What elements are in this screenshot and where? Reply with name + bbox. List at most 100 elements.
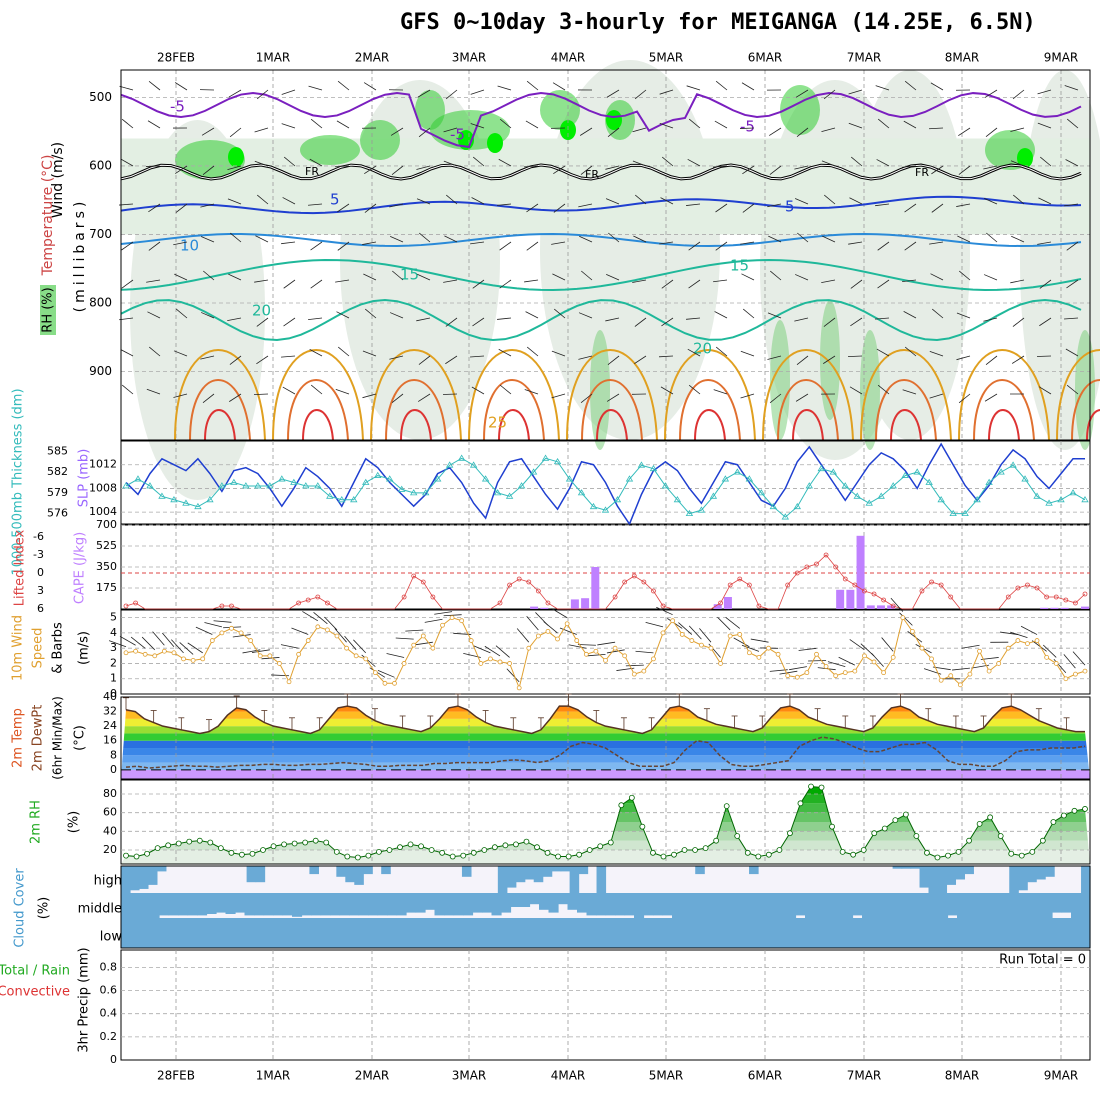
li-point xyxy=(890,603,896,609)
wind-point xyxy=(689,638,695,643)
wind-barb xyxy=(822,235,836,243)
date-label-top: 2MAR xyxy=(355,51,390,65)
wind-barb xyxy=(1066,384,1079,395)
wind-barb xyxy=(553,203,566,213)
li-point xyxy=(833,564,839,570)
temp-band xyxy=(121,755,1090,763)
rh-point xyxy=(523,838,530,845)
wind-barb xyxy=(1037,241,1052,245)
rh-point xyxy=(744,849,751,856)
contour-35 xyxy=(596,409,628,441)
rh-point xyxy=(386,847,393,853)
rh-point xyxy=(270,843,277,850)
thickness-tick: 579 xyxy=(47,486,68,499)
rh-point xyxy=(818,784,825,791)
wind-barb xyxy=(875,85,890,91)
wind-barb xyxy=(659,89,674,95)
wind-barb xyxy=(568,644,587,649)
wind-barb xyxy=(108,640,127,648)
li-point xyxy=(852,582,858,588)
wind-barb xyxy=(875,203,890,207)
cloud-bar-middle xyxy=(130,893,141,921)
wind-barb xyxy=(424,618,443,623)
wind-point xyxy=(277,661,282,666)
thickness-point xyxy=(481,475,490,482)
wind-barb xyxy=(310,279,323,289)
li-point xyxy=(641,579,647,585)
wind-barb xyxy=(200,236,215,243)
wind-point xyxy=(142,651,148,657)
wind-point xyxy=(814,651,819,657)
cloud-bar-middle xyxy=(377,893,388,916)
wind-barb xyxy=(148,346,161,357)
wind-barb xyxy=(1010,631,1028,638)
pressure-tick: 800 xyxy=(89,295,112,309)
rh-point xyxy=(955,848,962,855)
thickness-point xyxy=(913,468,921,475)
wind-barb xyxy=(418,355,431,365)
wind-barb xyxy=(484,645,501,657)
wind-barb xyxy=(405,629,424,632)
wind-barb xyxy=(1066,241,1079,251)
cloud-bar-middle xyxy=(140,893,151,921)
wind-barb xyxy=(877,279,890,289)
contour-25 xyxy=(762,349,854,441)
temp-tick: 24 xyxy=(103,719,117,732)
wind-barb xyxy=(961,644,980,649)
wind-barb xyxy=(551,241,566,245)
wind-point xyxy=(248,638,254,643)
cloud-bar-middle xyxy=(282,893,293,916)
wind-barb xyxy=(632,279,647,283)
thickness-point xyxy=(781,513,790,520)
rh-point xyxy=(892,817,899,824)
thickness-point xyxy=(493,489,502,496)
wind-barb xyxy=(985,127,998,137)
wind-barb xyxy=(1063,654,1076,669)
cape-bar xyxy=(1060,607,1069,609)
rh-point xyxy=(913,833,920,839)
cloud-bar-middle xyxy=(501,893,512,913)
wind-point xyxy=(411,642,417,648)
panel-precip xyxy=(120,949,1091,1061)
wind-barb xyxy=(334,165,350,168)
wind-barb xyxy=(175,165,188,174)
thickness-point xyxy=(469,461,478,468)
thickness-point xyxy=(697,506,706,513)
wind-barb xyxy=(227,198,242,205)
cloud-bar-middle xyxy=(776,893,787,921)
wind-barb xyxy=(337,80,350,91)
wind-barb xyxy=(789,666,807,671)
wind-barb xyxy=(201,127,215,136)
wind-barb xyxy=(715,203,728,213)
rh-bright-spot xyxy=(487,133,503,153)
rh-point xyxy=(260,847,266,853)
rh-point xyxy=(1029,848,1036,855)
cloud-bar-middle xyxy=(396,893,407,916)
wind-barb xyxy=(516,628,530,643)
wind-barb xyxy=(499,241,512,251)
contour-30 xyxy=(777,379,839,441)
wind-barb xyxy=(162,632,175,648)
date-label-top: 3MAR xyxy=(452,51,487,65)
rh-point xyxy=(881,825,888,832)
li-point xyxy=(756,603,762,609)
wind-barb xyxy=(607,355,620,365)
thickness-point xyxy=(613,496,622,503)
wind-point xyxy=(919,645,925,651)
cloud-bar-middle xyxy=(1004,893,1015,921)
wind-barb xyxy=(579,235,593,243)
wind-point xyxy=(1005,645,1011,651)
wind-point xyxy=(833,673,839,679)
wind-barb xyxy=(577,644,596,646)
wind-barb xyxy=(335,279,350,283)
wind-barb xyxy=(152,631,165,646)
cloud-bar-middle xyxy=(273,893,284,916)
li-point xyxy=(727,582,733,588)
cape-bar xyxy=(581,598,590,609)
wind-barb xyxy=(471,386,485,395)
wind-barb xyxy=(227,165,242,170)
wind-barb xyxy=(848,241,863,245)
wind-barb xyxy=(203,270,215,281)
wind-barb xyxy=(794,317,809,322)
wind-barb xyxy=(688,118,701,129)
